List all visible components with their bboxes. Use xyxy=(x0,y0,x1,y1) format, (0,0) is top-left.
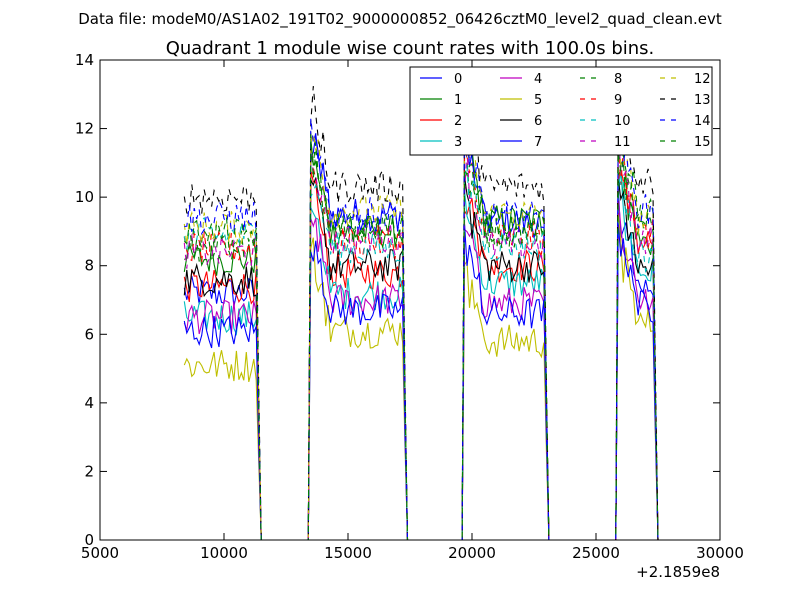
legend-label-15: 15 xyxy=(694,135,711,150)
legend-label-7: 7 xyxy=(534,135,542,150)
legend-label-13: 13 xyxy=(694,93,711,108)
x-axis-offset-label: +2.1859e8 xyxy=(636,563,720,581)
y-tick-label: 14 xyxy=(75,51,94,69)
legend-label-5: 5 xyxy=(534,93,542,108)
legend-label-4: 4 xyxy=(534,72,542,87)
legend-label-8: 8 xyxy=(614,72,622,87)
legend-label-2: 2 xyxy=(454,114,462,129)
legend-label-11: 11 xyxy=(614,135,631,150)
legend-label-0: 0 xyxy=(454,72,462,87)
legend-label-9: 9 xyxy=(614,93,622,108)
legend-label-14: 14 xyxy=(694,114,711,129)
legend-label-1: 1 xyxy=(454,93,462,108)
legend-box xyxy=(409,66,713,156)
legend-label-3: 3 xyxy=(454,135,462,150)
x-tick-label: 5000 xyxy=(81,544,119,562)
x-tick-label: 10000 xyxy=(200,544,248,562)
y-tick-label: 12 xyxy=(75,120,94,138)
y-tick-label: 8 xyxy=(84,257,94,275)
x-tick-label: 30000 xyxy=(696,544,744,562)
legend-label-6: 6 xyxy=(534,114,542,129)
y-tick-label: 10 xyxy=(75,188,94,206)
y-tick-label: 6 xyxy=(84,325,94,343)
x-tick-label: 25000 xyxy=(572,544,620,562)
x-tick-label: 20000 xyxy=(448,544,496,562)
y-tick-label: 4 xyxy=(84,394,94,412)
x-tick-label: 15000 xyxy=(324,544,372,562)
legend-label-12: 12 xyxy=(694,72,711,87)
y-tick-label: 0 xyxy=(84,531,94,549)
data-file-title: Data file: modeM0/AS1A02_191T02_90000008… xyxy=(78,10,722,29)
legend-label-10: 10 xyxy=(614,114,631,129)
chart-title: Quadrant 1 module wise count rates with … xyxy=(166,38,655,59)
plot-frame xyxy=(99,59,721,541)
y-tick-label: 2 xyxy=(84,462,94,480)
